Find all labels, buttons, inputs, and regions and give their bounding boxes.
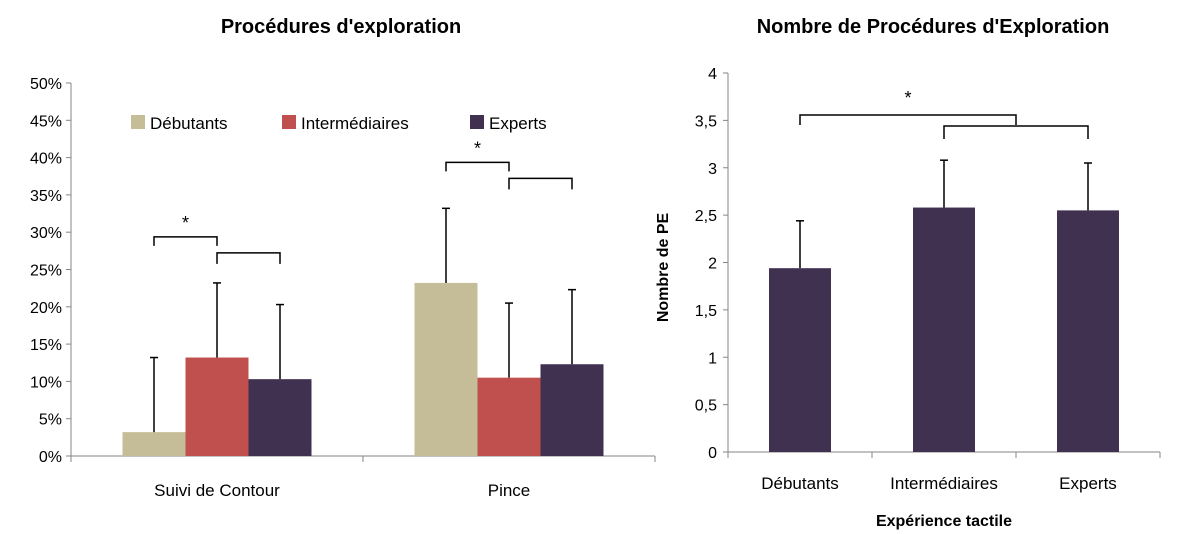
bar bbox=[1057, 210, 1119, 452]
significance-bracket bbox=[508, 177, 573, 190]
significance-bracket bbox=[216, 252, 281, 264]
y-tick-label: 4 bbox=[708, 66, 717, 83]
x-category-label: Pince bbox=[488, 481, 531, 500]
y-tick-label: 25% bbox=[30, 263, 62, 280]
significance-star: * bbox=[474, 138, 481, 158]
y-tick-label: 1,5 bbox=[695, 303, 717, 320]
y-tick-label: 0% bbox=[39, 449, 62, 466]
left-chart: Procédures d'exploration 0% 5% 10% 15% 20% 25%… bbox=[30, 16, 656, 500]
y-tick-label: 40% bbox=[30, 151, 62, 168]
legend-swatch bbox=[282, 115, 296, 129]
legend-label: Débutants bbox=[150, 114, 228, 133]
bar bbox=[185, 357, 249, 456]
bar bbox=[540, 364, 604, 456]
x-category-label: Experts bbox=[1059, 474, 1117, 493]
y-tick-label: 45% bbox=[30, 113, 62, 130]
y-tick-label: 50% bbox=[30, 76, 62, 93]
y-tick-label: 15% bbox=[30, 337, 62, 354]
y-tick-label: 35% bbox=[30, 188, 62, 205]
chart-title: Nombre de Procédures d'Exploration bbox=[757, 16, 1110, 38]
legend-label: Intermédiaires bbox=[301, 114, 409, 133]
bar bbox=[414, 282, 478, 456]
x-axis-title: Expérience tactile bbox=[876, 513, 1012, 530]
significance-bracket bbox=[943, 125, 1089, 139]
bar bbox=[248, 379, 312, 456]
y-tick-label: 1 bbox=[708, 350, 717, 367]
y-tick-label: 3 bbox=[708, 161, 717, 178]
significance-star: * bbox=[904, 88, 911, 108]
x-category-label: Suivi de Contour bbox=[154, 481, 280, 500]
x-category-label: Débutants bbox=[761, 474, 839, 493]
y-tick-label: 10% bbox=[30, 374, 62, 391]
legend-swatch bbox=[470, 115, 484, 129]
significance-bracket bbox=[153, 236, 218, 246]
legend-label: Experts bbox=[489, 114, 547, 133]
y-tick-label: 30% bbox=[30, 225, 62, 242]
y-tick-label: 3,5 bbox=[695, 113, 717, 130]
significance-star: * bbox=[182, 213, 189, 233]
y-tick-label: 0,5 bbox=[695, 398, 717, 415]
y-tick-label: 2 bbox=[708, 256, 717, 273]
significance-bracket bbox=[445, 161, 510, 172]
bar bbox=[769, 268, 831, 452]
x-category-label: Intermédiaires bbox=[890, 474, 998, 493]
y-tick-label: 2,5 bbox=[695, 208, 717, 225]
y-tick-label: 0 bbox=[708, 445, 717, 462]
chart-title: Procédures d'exploration bbox=[221, 16, 461, 38]
significance-bracket bbox=[799, 114, 1017, 125]
y-tick-label: 5% bbox=[39, 412, 62, 429]
bar bbox=[913, 207, 975, 452]
bar bbox=[477, 377, 541, 456]
bar bbox=[122, 432, 186, 456]
right-chart: Nombre de Procédures d'Exploration 0 0,5 1 1… bbox=[655, 16, 1161, 530]
y-tick-label: 20% bbox=[30, 300, 62, 317]
y-axis-title: Nombre de PE bbox=[655, 212, 672, 322]
legend-swatch bbox=[131, 115, 145, 129]
